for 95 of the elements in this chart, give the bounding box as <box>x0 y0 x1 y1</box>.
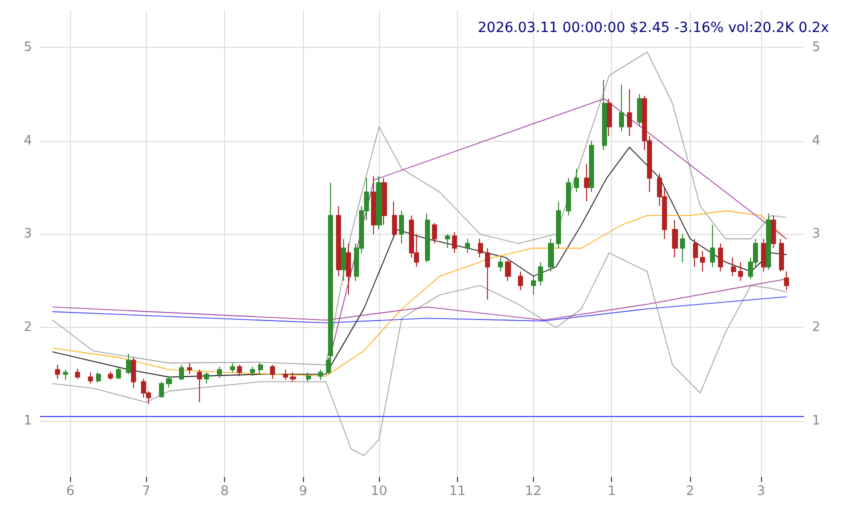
candlestick <box>341 238 346 282</box>
candlestick <box>627 88 632 137</box>
x-tick-label: 12 <box>525 484 542 499</box>
candlestick <box>784 271 789 291</box>
candlestick <box>761 238 766 272</box>
candlestick <box>607 98 612 137</box>
text: 2026.03.11 00:00:00 $2.45 -3.16% vol:20.2K 0.2x <box>478 20 830 36</box>
candlestick <box>602 80 607 151</box>
candlestick <box>197 369 202 403</box>
candlestick <box>498 257 503 272</box>
candlestick <box>166 376 172 388</box>
candlestick <box>346 243 351 296</box>
line-series <box>52 296 787 324</box>
y2-tick-label: 5 <box>812 40 820 55</box>
candlestick <box>637 94 642 128</box>
candlestick <box>738 262 743 282</box>
candlestick <box>779 238 784 272</box>
candlestick <box>116 366 121 380</box>
candlestick <box>108 370 113 380</box>
candlestick <box>574 168 579 193</box>
y2-tick-label: 3 <box>812 226 820 242</box>
candlestick <box>88 372 93 384</box>
candlestick <box>318 369 323 380</box>
y2-tick-label: 1 <box>812 413 820 428</box>
x-tick-label: 7 <box>142 484 150 499</box>
candlestick <box>619 84 624 132</box>
candlestick <box>217 366 222 378</box>
candlestick <box>75 368 80 380</box>
candlestick <box>680 234 685 263</box>
candlestick <box>710 224 715 268</box>
candlestick <box>63 369 68 380</box>
x-tick-label: 6 <box>66 484 74 499</box>
x-tick-label: 10 <box>370 484 388 499</box>
candlestick <box>392 200 397 240</box>
candlestick <box>270 364 275 380</box>
candlestick <box>465 238 470 254</box>
candlestick <box>672 220 678 258</box>
y-tick-label: 1 <box>24 413 32 428</box>
candlestick <box>718 243 723 272</box>
candlestick <box>283 369 288 380</box>
line-series <box>52 252 787 456</box>
candlestick <box>693 238 698 268</box>
candlestick <box>485 248 490 300</box>
candlestick <box>96 372 101 384</box>
candlestick <box>452 232 457 254</box>
candlestick <box>584 164 589 202</box>
candlestick <box>187 362 192 375</box>
candlestick <box>131 356 136 389</box>
line-series <box>52 146 787 378</box>
candlestick <box>548 238 554 272</box>
candlestick <box>432 222 437 244</box>
candlestick <box>382 178 387 226</box>
candlestick <box>371 176 376 235</box>
candlestick <box>204 372 209 384</box>
candlestick <box>399 210 404 244</box>
candlestick <box>589 140 594 193</box>
candlestick <box>766 213 771 270</box>
x-tick-label: 8 <box>220 484 229 499</box>
candlestick <box>336 206 341 277</box>
candlestick <box>306 372 311 382</box>
y-tick-label: 4 <box>24 133 32 148</box>
candlestick <box>179 364 184 380</box>
candlestick <box>556 200 561 249</box>
candlestick <box>376 176 382 230</box>
candlestick <box>290 372 296 382</box>
candlestick <box>731 257 736 277</box>
candlestick <box>478 238 483 258</box>
candlestick <box>531 276 536 296</box>
line-series <box>52 52 787 366</box>
y-tick-label: 2 <box>24 320 32 336</box>
candlestick <box>425 213 430 263</box>
candlestick <box>700 250 705 272</box>
x-tick-label: 9 <box>298 484 308 499</box>
candlestick <box>505 260 511 282</box>
line-series <box>52 210 787 377</box>
y2-tick-label: 2 <box>812 320 820 336</box>
x-tick-label: 11 <box>449 484 466 499</box>
candlestick <box>159 381 164 398</box>
candlestick <box>250 366 255 377</box>
candlestick <box>126 353 131 375</box>
y-tick-label: 3 <box>24 226 32 242</box>
candlestick <box>445 234 450 249</box>
candlestick <box>237 364 242 377</box>
candlestick <box>55 364 60 380</box>
y-tick-label: 5 <box>24 40 32 55</box>
x-tick-label: 1 <box>608 484 616 499</box>
x-tick-label: 3 <box>756 484 766 499</box>
y2-tick-label: 4 <box>812 133 820 148</box>
x-tick-label: 2 <box>686 484 694 499</box>
candlestick <box>538 262 543 286</box>
candlestick <box>258 362 263 375</box>
candlestick <box>566 178 571 216</box>
candlestick <box>230 362 235 373</box>
candlestick <box>771 214 776 249</box>
candlestick <box>518 271 523 291</box>
